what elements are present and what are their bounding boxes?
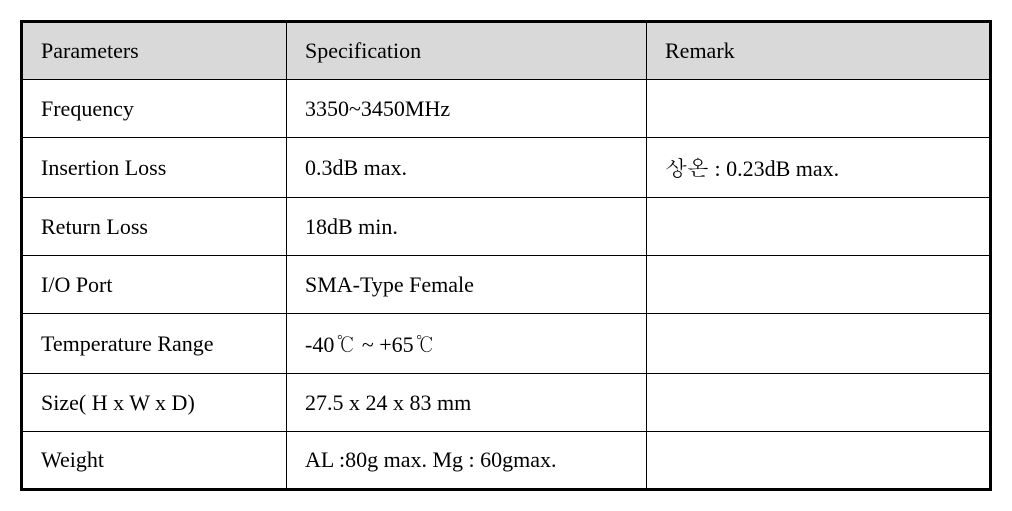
- spec-table-container: Parameters Specification Remark Frequenc…: [20, 20, 992, 491]
- cell-remark: [647, 432, 991, 490]
- cell-remark: [647, 374, 991, 432]
- cell-param: Weight: [22, 432, 287, 490]
- cell-param: Frequency: [22, 80, 287, 138]
- table-row: I/O Port SMA-Type Female: [22, 256, 991, 314]
- cell-spec: -40℃ ~ +65℃: [287, 314, 647, 374]
- cell-remark: [647, 256, 991, 314]
- cell-remark: [647, 198, 991, 256]
- cell-spec: SMA-Type Female: [287, 256, 647, 314]
- table-row: Frequency 3350~3450MHz: [22, 80, 991, 138]
- cell-param: Size( H x W x D): [22, 374, 287, 432]
- cell-param: Return Loss: [22, 198, 287, 256]
- spec-table: Parameters Specification Remark Frequenc…: [20, 20, 992, 491]
- cell-param: Insertion Loss: [22, 138, 287, 198]
- cell-param: Temperature Range: [22, 314, 287, 374]
- header-specification: Specification: [287, 22, 647, 80]
- cell-spec: 3350~3450MHz: [287, 80, 647, 138]
- cell-remark: [647, 314, 991, 374]
- cell-remark: 상온 : 0.23dB max.: [647, 138, 991, 198]
- cell-spec: AL :80g max. Mg : 60gmax.: [287, 432, 647, 490]
- header-parameters: Parameters: [22, 22, 287, 80]
- header-row: Parameters Specification Remark: [22, 22, 991, 80]
- cell-spec: 18dB min.: [287, 198, 647, 256]
- table-row: Return Loss 18dB min.: [22, 198, 991, 256]
- table-row: Temperature Range -40℃ ~ +65℃: [22, 314, 991, 374]
- table-row: Weight AL :80g max. Mg : 60gmax.: [22, 432, 991, 490]
- cell-spec: 0.3dB max.: [287, 138, 647, 198]
- table-row: Insertion Loss 0.3dB max. 상온 : 0.23dB ma…: [22, 138, 991, 198]
- header-remark: Remark: [647, 22, 991, 80]
- cell-spec: 27.5 x 24 x 83 mm: [287, 374, 647, 432]
- cell-remark: [647, 80, 991, 138]
- table-row: Size( H x W x D) 27.5 x 24 x 83 mm: [22, 374, 991, 432]
- cell-param: I/O Port: [22, 256, 287, 314]
